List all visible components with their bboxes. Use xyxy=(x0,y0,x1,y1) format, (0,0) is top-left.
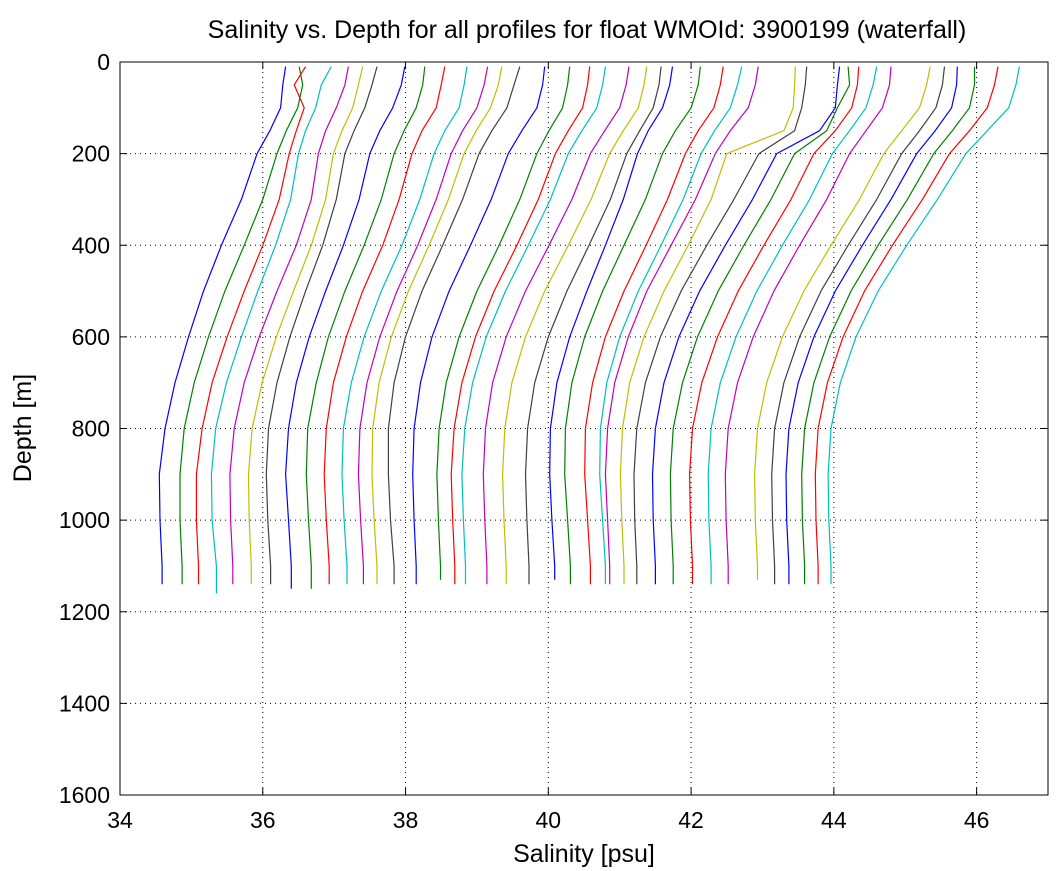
profile-line-15 xyxy=(412,66,546,585)
profile-line-16 xyxy=(436,66,571,580)
profile-line-12 xyxy=(357,66,489,585)
profile-line-39 xyxy=(827,66,1020,585)
x-tick-label: 34 xyxy=(107,807,133,833)
y-tick-label: 200 xyxy=(72,141,110,167)
y-tick-label: 1600 xyxy=(59,782,110,808)
x-tick-label: 38 xyxy=(393,807,419,833)
y-axis-label: Depth [m] xyxy=(9,374,37,482)
x-axis-label: Salinity [psu] xyxy=(513,840,655,868)
profile-line-29 xyxy=(651,66,841,585)
profile-line-9 xyxy=(305,66,426,589)
y-tick-label: 800 xyxy=(72,416,110,442)
profile-line-1 xyxy=(158,66,287,585)
x-tick-label: 44 xyxy=(821,807,847,833)
profile-line-26 xyxy=(604,66,759,585)
profile-line-8 xyxy=(285,66,406,589)
y-tick-label: 400 xyxy=(72,232,110,258)
profile-line-30 xyxy=(669,66,851,585)
profile-line-31 xyxy=(688,66,860,585)
profile-line-19 xyxy=(482,66,630,585)
profile-line-37 xyxy=(801,66,976,585)
profile-line-3 xyxy=(195,66,307,585)
profile-line-38 xyxy=(814,66,999,585)
profile-line-33 xyxy=(724,66,892,585)
y-tick-label: 1400 xyxy=(59,690,110,716)
profile-line-6 xyxy=(247,66,364,585)
profile-line-28 xyxy=(633,66,808,585)
y-tick-label: 600 xyxy=(72,324,110,350)
grid-layer xyxy=(120,62,1048,795)
profile-line-14 xyxy=(387,66,521,585)
profile-line-25 xyxy=(599,66,743,585)
profile-line-36 xyxy=(785,66,958,585)
series-layer xyxy=(158,66,1020,594)
profile-line-18 xyxy=(461,66,606,585)
profile-line-24 xyxy=(584,66,724,585)
y-tick-label: 1000 xyxy=(59,507,110,533)
profile-line-4 xyxy=(210,66,332,594)
x-tick-label: 36 xyxy=(250,807,276,833)
x-tick-label: 40 xyxy=(536,807,562,833)
profile-line-22 xyxy=(549,66,674,580)
x-tick-label: 46 xyxy=(964,807,990,833)
profile-line-5 xyxy=(229,66,349,585)
profile-line-10 xyxy=(323,66,446,585)
tick-layer: 34 36 38 40 42 44 46 0 200 400 600 800 1000 1200 1400 1… xyxy=(59,49,1048,833)
profile-line-21 xyxy=(524,66,662,585)
profile-line-17 xyxy=(450,66,591,585)
y-tick-label: 0 xyxy=(97,49,110,75)
x-tick-label: 42 xyxy=(678,807,704,833)
profile-line-35 xyxy=(771,66,946,585)
y-tick-label: 1200 xyxy=(59,599,110,625)
profile-line-13 xyxy=(371,66,503,585)
profile-line-32 xyxy=(707,66,878,585)
profile-line-11 xyxy=(341,66,468,585)
profile-line-27 xyxy=(619,66,796,585)
profile-line-20 xyxy=(502,66,648,585)
profile-line-7 xyxy=(265,66,378,585)
chart-title: Salinity vs. Depth for all profiles for … xyxy=(208,16,967,44)
profile-line-23 xyxy=(564,66,701,585)
profile-line-2 xyxy=(179,66,304,585)
profile-line-34 xyxy=(753,66,931,580)
